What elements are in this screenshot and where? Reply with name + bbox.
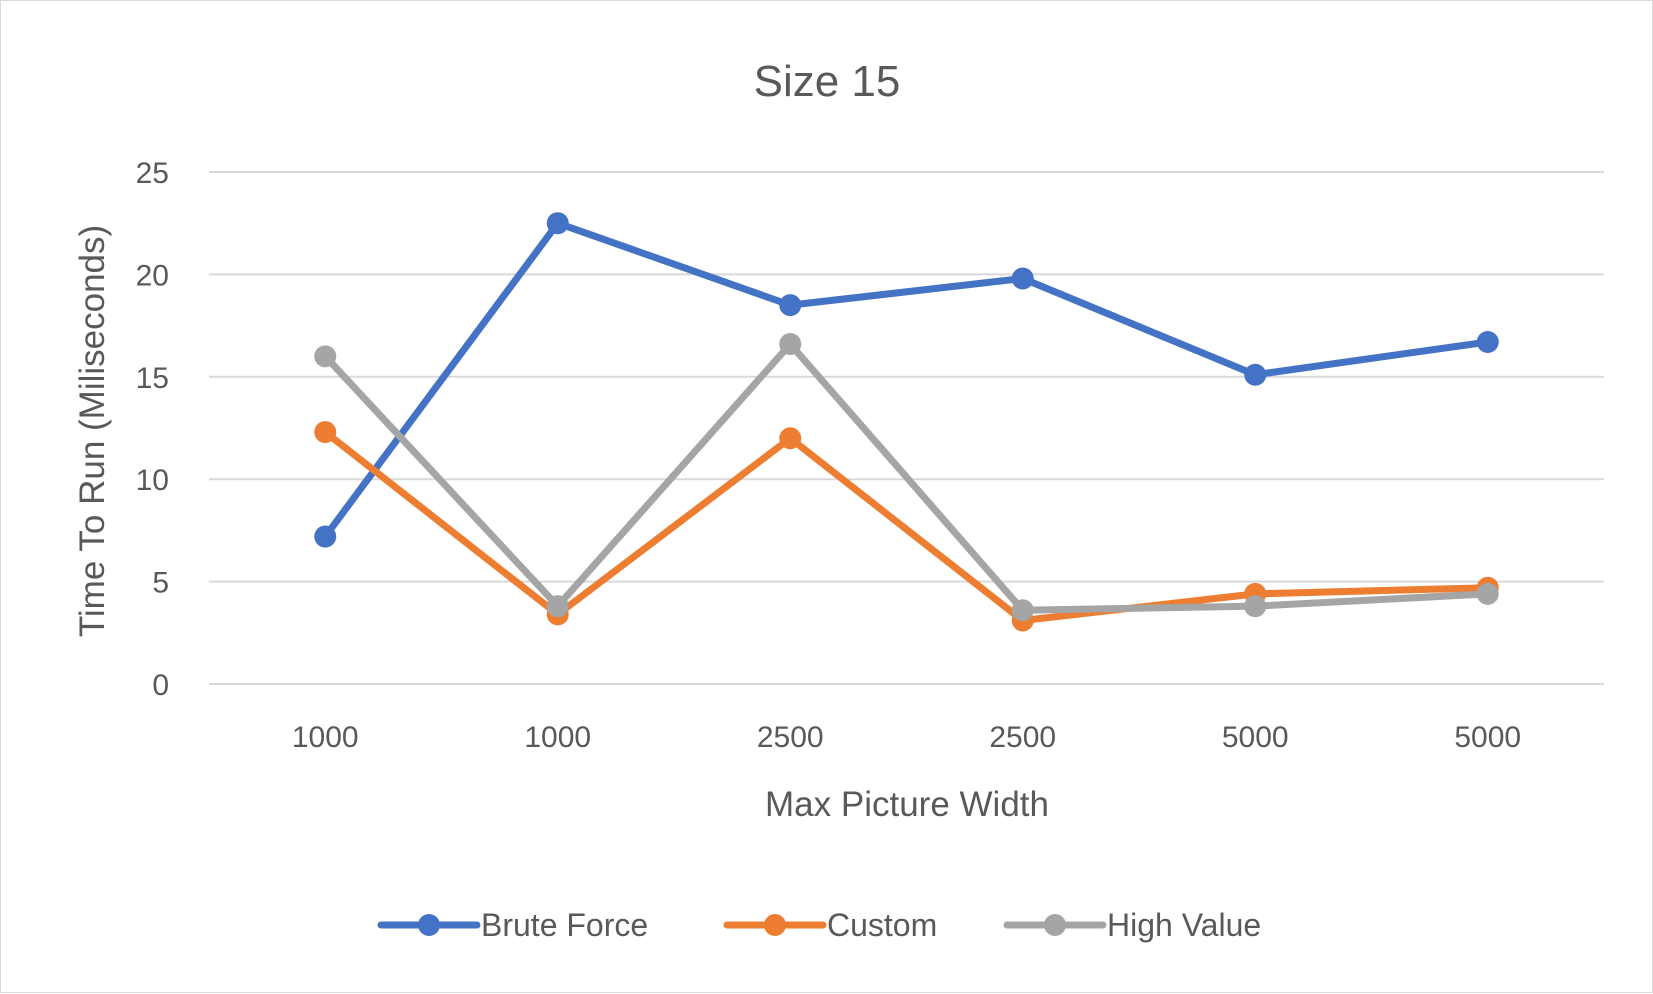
y-axis-title: Time To Run (Miliseconds) [73,225,112,637]
legend-label: Custom [827,907,937,943]
data-point [546,212,569,235]
data-point [1011,267,1034,290]
data-point [1476,330,1499,353]
legend: Brute Force Custom High Value [377,907,1261,943]
y-tick-label: 0 [152,669,169,702]
x-tick-label: 1000 [292,721,359,754]
data-point [1011,599,1034,622]
x-tick-label: 2500 [989,721,1056,754]
legend-item: Brute Force [377,907,648,943]
series-brute-force [314,212,1499,548]
y-tick-label: 15 [136,362,169,395]
x-tick-label: 5000 [1222,721,1289,754]
data-point [314,525,337,548]
data-point [1244,595,1267,618]
data-point [314,345,337,368]
legend-label: Brute Force [481,907,648,943]
chart-title: Size 15 [754,57,901,106]
series-line [321,428,1492,625]
series-high-value [314,333,1499,622]
y-axis-ticks: 0 5 10 15 20 25 [136,157,169,702]
legend-swatch-marker [1044,914,1066,936]
x-axis-ticks: 1000 1000 2500 2500 5000 5000 [292,721,1521,754]
y-tick-label: 25 [136,157,169,190]
x-axis-title: Max Picture Width [765,785,1049,824]
y-tick-label: 5 [152,567,169,600]
legend-label: High Value [1107,907,1261,943]
data-point [314,421,337,444]
legend-swatch-marker [418,914,440,936]
data-point [779,427,802,450]
data-point [546,595,569,618]
y-tick-label: 10 [136,464,169,497]
x-tick-label: 5000 [1454,721,1521,754]
series-line [321,340,1492,614]
legend-swatch-marker [764,914,786,936]
data-point [779,294,802,317]
legend-item: Custom [723,907,937,943]
data-point [779,333,802,356]
data-point [1476,582,1499,605]
y-tick-label: 20 [136,259,169,292]
x-tick-label: 2500 [757,721,824,754]
x-tick-label: 1000 [524,721,591,754]
legend-item: High Value [1003,907,1261,943]
series-line [321,219,1492,541]
series-lines [314,212,1499,632]
data-point [1244,363,1267,386]
gridlines [209,171,1604,685]
